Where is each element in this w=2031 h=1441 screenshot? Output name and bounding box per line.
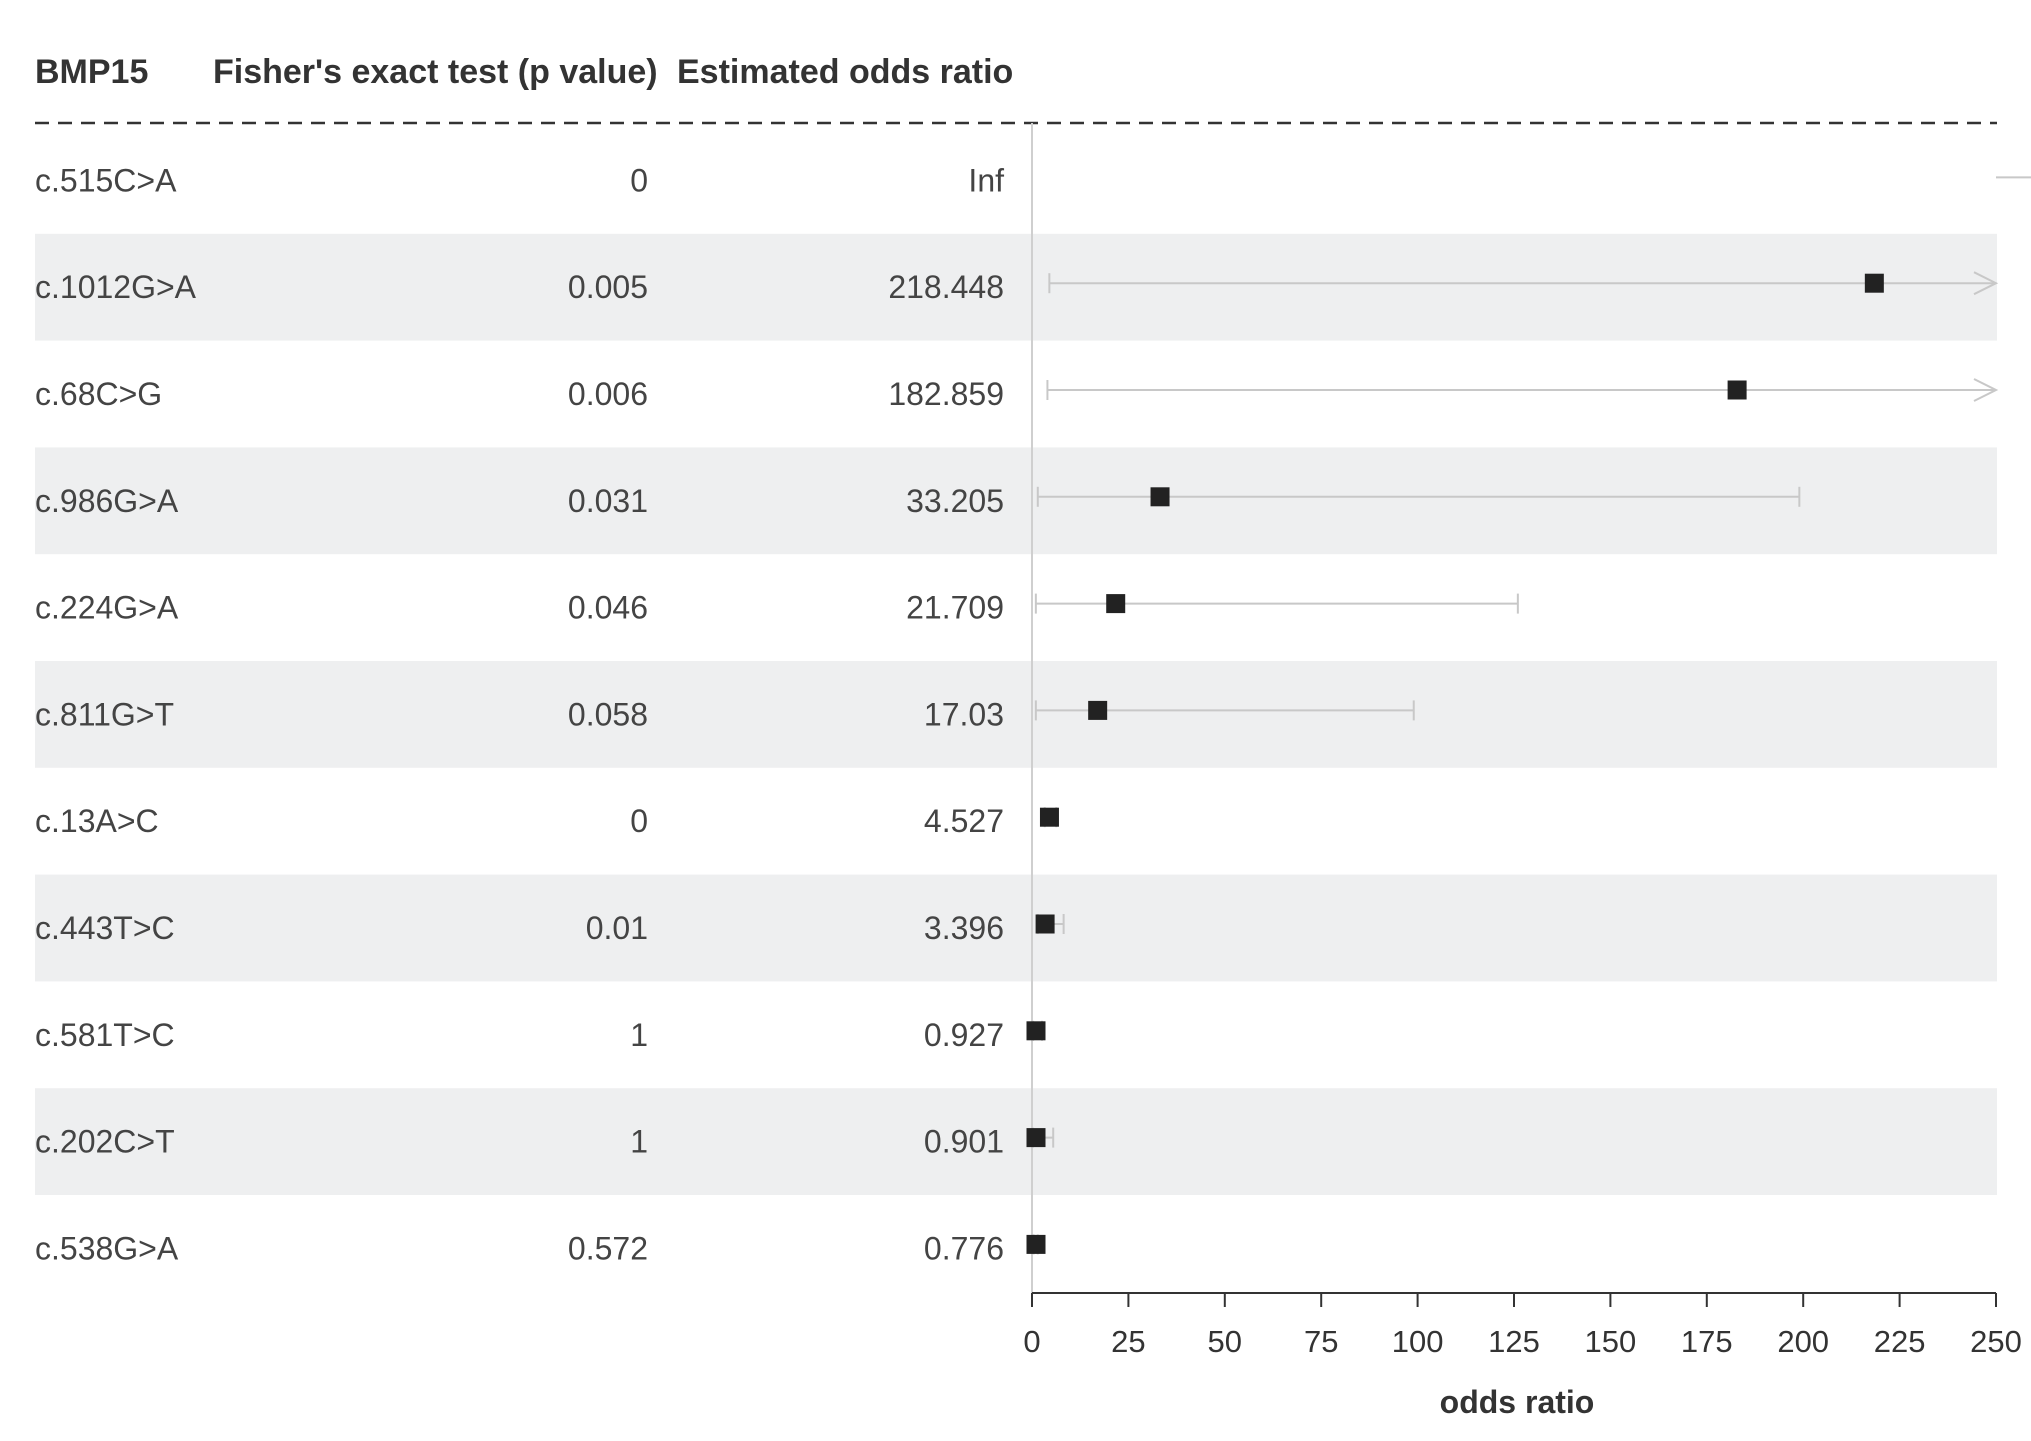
estimate-point (1727, 380, 1747, 400)
x-tick-label: 200 (1777, 1324, 1829, 1359)
row-variant-label: c.224G>A (35, 590, 179, 626)
ci-arrow-high (1973, 271, 1999, 296)
estimate-point (1039, 807, 1059, 827)
row-variant-label: c.538G>A (35, 1230, 179, 1266)
forest-marks (1026, 176, 2031, 1255)
row-p-value: 1 (630, 1124, 648, 1160)
x-tick-label: 75 (1304, 1324, 1338, 1359)
row-variant-label: c.443T>C (35, 910, 175, 946)
x-tick-label: 225 (1874, 1324, 1926, 1359)
row-variant-label: c.13A>C (35, 803, 159, 839)
row-stripe (35, 874, 1997, 982)
row-odds-ratio: 182.859 (888, 376, 1004, 412)
row-odds-ratio: 0.927 (924, 1017, 1004, 1053)
header-p-value: Fisher's exact test (p value) (213, 53, 658, 91)
ci-arrow-high (1973, 378, 1999, 402)
row-odds-ratio: Inf (968, 162, 1004, 198)
x-tick-label: 50 (1208, 1324, 1242, 1359)
x-tick-label: 100 (1392, 1324, 1444, 1359)
row-odds-ratio: 0.901 (924, 1124, 1004, 1160)
row-variant-label: c.1012G>A (35, 269, 197, 305)
estimate-point (1864, 273, 1884, 293)
row-stripe (35, 661, 1997, 768)
row-p-value: 0.031 (568, 483, 648, 519)
row-stripe (35, 1088, 1997, 1195)
row-odds-ratio: 3.396 (924, 910, 1004, 946)
row-variant-label: c.202C>T (35, 1124, 175, 1160)
x-tick-label: 175 (1681, 1324, 1733, 1359)
row-odds-ratio: 0.776 (924, 1230, 1004, 1266)
estimate-point (1035, 914, 1055, 934)
row-p-value: 0.058 (568, 696, 648, 732)
estimate-point (1026, 1021, 1046, 1041)
table-rows: c.515C>A 0 Inf c.1012G>A 0.005 218.448 c.68C>G… (35, 162, 1004, 1266)
row-odds-ratio: 21.709 (906, 590, 1004, 626)
row-stripe (35, 447, 1997, 555)
row-variant-label: c.515C>A (35, 162, 177, 198)
row-p-value: 0 (630, 162, 648, 198)
row-variant-label: c.581T>C (35, 1017, 175, 1053)
row-p-value: 0.006 (568, 376, 648, 412)
row-odds-ratio: 218.448 (888, 269, 1004, 305)
row-stripes (35, 233, 1997, 1195)
row-p-value: 0.572 (568, 1230, 648, 1266)
row-odds-ratio: 17.03 (924, 696, 1004, 732)
row-p-value: 0.046 (568, 590, 648, 626)
row-variant-label: c.986G>A (35, 483, 179, 519)
estimate-point (1088, 700, 1108, 720)
row-p-value: 1 (630, 1017, 648, 1053)
estimate-point (1106, 594, 1126, 614)
header-label: BMP15 (35, 53, 148, 91)
row-p-value: 0 (630, 803, 648, 839)
row-variant-label: c.811G>T (35, 696, 174, 732)
row-p-value: 0.01 (586, 910, 648, 946)
x-axis: 0 25 50 75 100 125 150 175 200 225 250 (1023, 1292, 2022, 1359)
x-tick-label: 250 (1970, 1324, 2022, 1359)
header-odds-ratio: Estimated odds ratio (677, 53, 1013, 91)
estimate-point (1026, 1128, 1046, 1148)
row-odds-ratio: 33.205 (906, 483, 1004, 519)
row-odds-ratio: 4.527 (924, 803, 1004, 839)
x-tick-label: 0 (1023, 1324, 1040, 1359)
estimate-point (1150, 487, 1170, 507)
x-tick-label: 25 (1111, 1324, 1145, 1359)
x-tick-label: 150 (1585, 1324, 1637, 1359)
row-stripe (35, 233, 1997, 341)
row-p-value: 0.005 (568, 269, 648, 305)
row-variant-label: c.68C>G (35, 376, 162, 412)
x-tick-label: 125 (1488, 1324, 1540, 1359)
estimate-point (1026, 1234, 1046, 1254)
x-axis-label: odds ratio (1440, 1384, 1595, 1420)
